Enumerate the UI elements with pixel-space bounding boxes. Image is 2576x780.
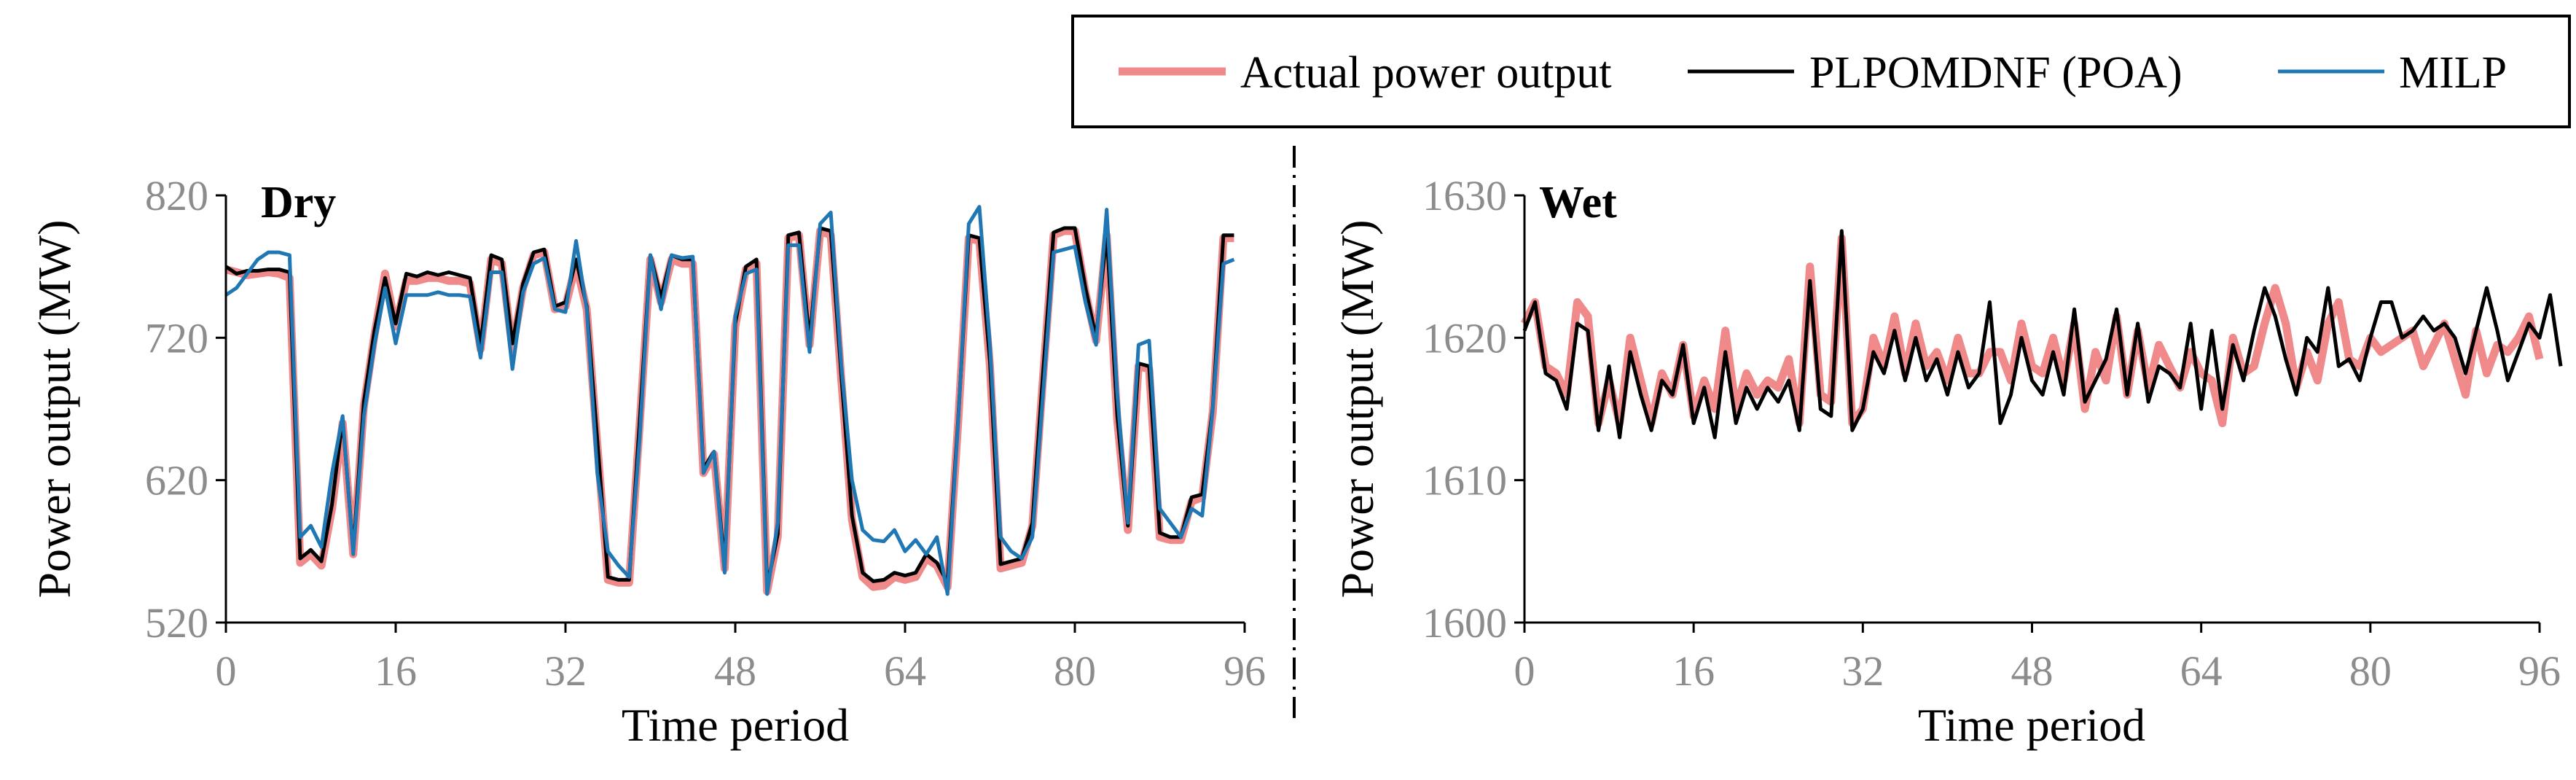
y-tick-label-wet: 1600 <box>1422 599 1507 647</box>
series-layer-dry <box>224 205 1235 596</box>
series-line-wet-plpomdnf-poa <box>1522 229 2563 440</box>
y-axis-label-dry: Power output (MW) <box>28 219 80 598</box>
y-tick-label-wet: 1610 <box>1422 457 1507 504</box>
x-ticks-dry: 0 16 32 48 64 80 96 <box>216 623 1266 695</box>
legend-label-actual: Actual power output <box>1240 48 1612 98</box>
x-tick-label-wet: 96 <box>2518 647 2561 695</box>
y-tick-label-dry: 820 <box>145 172 208 219</box>
x-tick-label-wet: 0 <box>1514 647 1535 695</box>
x-tick-label-wet: 16 <box>1672 647 1715 695</box>
y-ticks-dry: 520 620 720 820 <box>145 172 226 647</box>
x-tick-label-dry: 16 <box>375 647 417 695</box>
chart-title-dry: Dry <box>261 178 336 227</box>
y-tick-label-wet: 1620 <box>1422 314 1507 362</box>
legend-label-milp: MILP <box>2399 48 2507 98</box>
x-tick-label-dry: 0 <box>216 647 237 695</box>
x-tick-label-wet: 64 <box>2180 647 2223 695</box>
y-tick-label-wet: 1630 <box>1422 172 1507 219</box>
series-line-dry-milp <box>224 205 1235 596</box>
x-tick-label-dry: 64 <box>884 647 926 695</box>
legend-label-plpomdnf: PLPOMDNF (POA) <box>1809 48 2182 98</box>
series-line-wet-actual-power-output <box>1521 234 2544 428</box>
y-ticks-wet: 1600 1610 1620 1630 <box>1422 172 1524 647</box>
x-tick-label-wet: 48 <box>2011 647 2054 695</box>
y-tick-label-dry: 620 <box>145 457 208 504</box>
x-tick-label-dry: 96 <box>1224 647 1266 695</box>
y-tick-label-dry: 720 <box>145 314 208 362</box>
x-tick-label-wet: 80 <box>2349 647 2392 695</box>
x-tick-label-wet: 32 <box>1841 647 1884 695</box>
y-tick-label-dry: 520 <box>145 599 208 647</box>
legend: Actual power output PLPOMDNF (POA) MILP <box>1071 15 2571 128</box>
chart-title-wet: Wet <box>1539 178 1617 227</box>
series-layer-wet <box>1521 229 2563 440</box>
chart-wet: Wet 0 16 32 48 64 80 96 1600 1610 1620 1630 Time … <box>1331 172 2563 751</box>
x-axis-label-wet: Time period <box>1918 699 2145 751</box>
x-tick-label-dry: 80 <box>1054 647 1096 695</box>
x-tick-label-dry: 32 <box>544 647 587 695</box>
y-axis-label-wet: Power output (MW) <box>1331 219 1383 598</box>
chart-dry: Dry 0 16 32 48 64 80 96 520 620 720 820 Time peri… <box>28 172 1266 751</box>
x-axis-label-dry: Time period <box>622 699 849 751</box>
x-tick-label-dry: 48 <box>714 647 756 695</box>
x-ticks-wet: 0 16 32 48 64 80 96 <box>1514 623 2561 695</box>
